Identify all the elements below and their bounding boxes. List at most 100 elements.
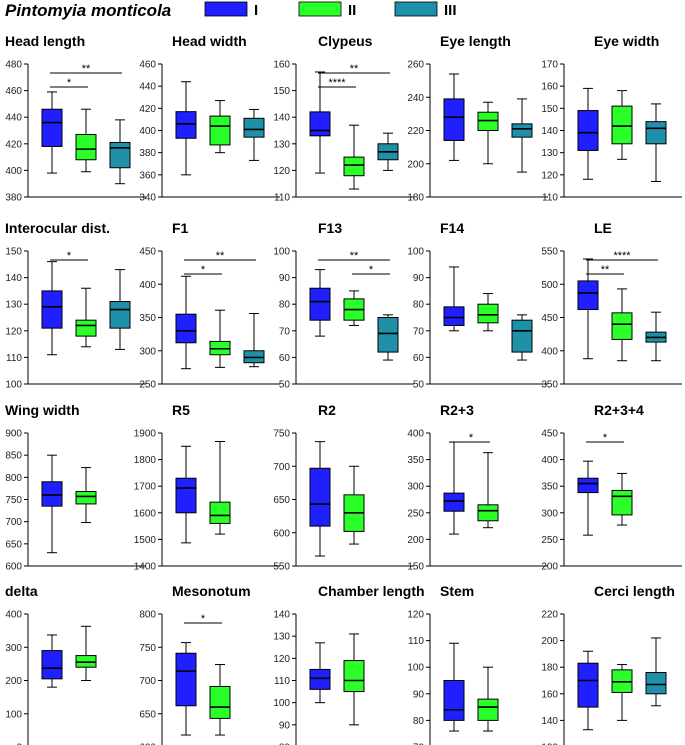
legend: I II III [204,1,457,19]
y-tick-label: 300 [407,482,424,493]
significance-label: * [201,613,206,625]
box-iqr [343,660,365,693]
significance-label: ** [350,250,359,262]
significance-bracket: * [352,264,390,276]
panel-title: Head length [5,33,85,49]
y-tick-label: 200 [541,562,558,573]
y-tick-label: 200 [407,535,424,546]
y-tick-label: 180 [407,193,424,204]
box-group-II [343,465,365,545]
y-tick-label: 0 [16,743,22,745]
y-tick-label: 130 [541,148,558,159]
box-iqr [645,672,667,695]
box-iqr [477,111,499,132]
significance-bracket: ** [318,250,390,262]
box-iqr [477,303,499,324]
box-group-II [209,664,231,736]
y-tick-label: 350 [541,380,558,391]
box-group-II [75,287,97,348]
box-group-III [645,311,667,362]
box-iqr [309,467,331,527]
significance-bracket: ** [50,63,122,75]
panel-18: Chamber length 80 90 100 110 120 130 140 [273,583,425,745]
y-tick-label: 80 [279,300,291,311]
y-tick-label: 60 [413,353,425,364]
box-iqr [75,491,97,505]
y-tick-label: 450 [541,313,558,324]
y-tick-label: 360 [139,170,156,181]
box-group-II [477,666,499,732]
box-iqr [75,655,97,668]
y-tick-label: 250 [541,535,558,546]
panel-title: F1 [172,220,189,236]
box-iqr [477,504,499,522]
legend-swatch-II [298,1,342,17]
box-iqr [75,133,97,161]
box-group-I [443,266,465,332]
box-iqr [309,111,331,137]
y-tick-label: 220 [541,610,558,621]
box-group-I [175,445,197,544]
y-tick-label: 800 [5,473,22,484]
legend-label-II: II [348,2,356,19]
box-group-II [477,452,499,529]
box-iqr [41,108,63,147]
box-iqr [343,156,365,177]
box-group-I [175,275,197,370]
panel-title: Chamber length [318,583,425,599]
box-group-III [377,132,399,171]
box-iqr [175,313,197,344]
y-tick-label: 90 [279,720,291,731]
y-tick-label: 200 [407,159,424,170]
panel-4: Eye length 180 200 220 240 260 [407,33,548,204]
y-tick-label: 600 [5,562,22,573]
panel-10: LE 350 400 450 500 550 ****** [541,220,682,391]
y-tick-label: 350 [541,482,558,493]
box-group-I [175,81,197,176]
y-tick-label: 700 [5,517,22,528]
box-group-II [209,441,231,535]
box-group-II [611,90,633,160]
box-iqr [175,652,197,707]
panel-5: Eye width 110 120 130 140 150 160 170 [541,33,682,204]
legend-label-III: III [444,2,457,19]
y-tick-label: 550 [273,562,290,573]
y-tick-label: 650 [273,495,290,506]
box-group-I [41,91,63,174]
box-iqr [377,317,399,353]
y-tick-label: 140 [541,126,558,137]
y-tick-label: 300 [139,346,156,357]
box-group-I [309,71,331,174]
box-group-I [309,269,331,337]
y-tick-label: 130 [273,139,290,150]
y-tick-label: 200 [5,676,22,687]
box-iqr [41,290,63,329]
y-tick-label: 340 [139,193,156,204]
panel-12: R5 1400 1500 1600 1700 1800 1900 [134,402,280,573]
y-tick-label: 170 [541,60,558,71]
box-group-II [343,290,365,326]
significance-label: * [201,264,206,276]
panel-16: delta 0 100 200 300 400 [5,583,97,745]
box-group-I [41,634,63,688]
significance-label: ** [350,63,359,75]
y-tick-label: 260 [407,60,424,71]
y-tick-label: 850 [5,451,22,462]
y-tick-label: 110 [6,353,22,364]
y-tick-label: 420 [139,104,156,115]
box-iqr [109,301,131,329]
box-iqr [309,287,331,321]
y-tick-label: 140 [5,273,22,284]
y-tick-label: 700 [273,462,290,473]
panel-20: Cerci length 120 140 160 180 200 220 [541,583,675,745]
box-iqr [577,662,599,708]
box-iqr [175,111,197,139]
y-tick-label: 1400 [134,562,157,573]
y-tick-label: 130 [5,300,22,311]
panel-9: F14 50 60 70 80 90 100 [407,220,548,391]
box-group-III [377,314,399,361]
y-tick-label: 140 [273,113,290,124]
